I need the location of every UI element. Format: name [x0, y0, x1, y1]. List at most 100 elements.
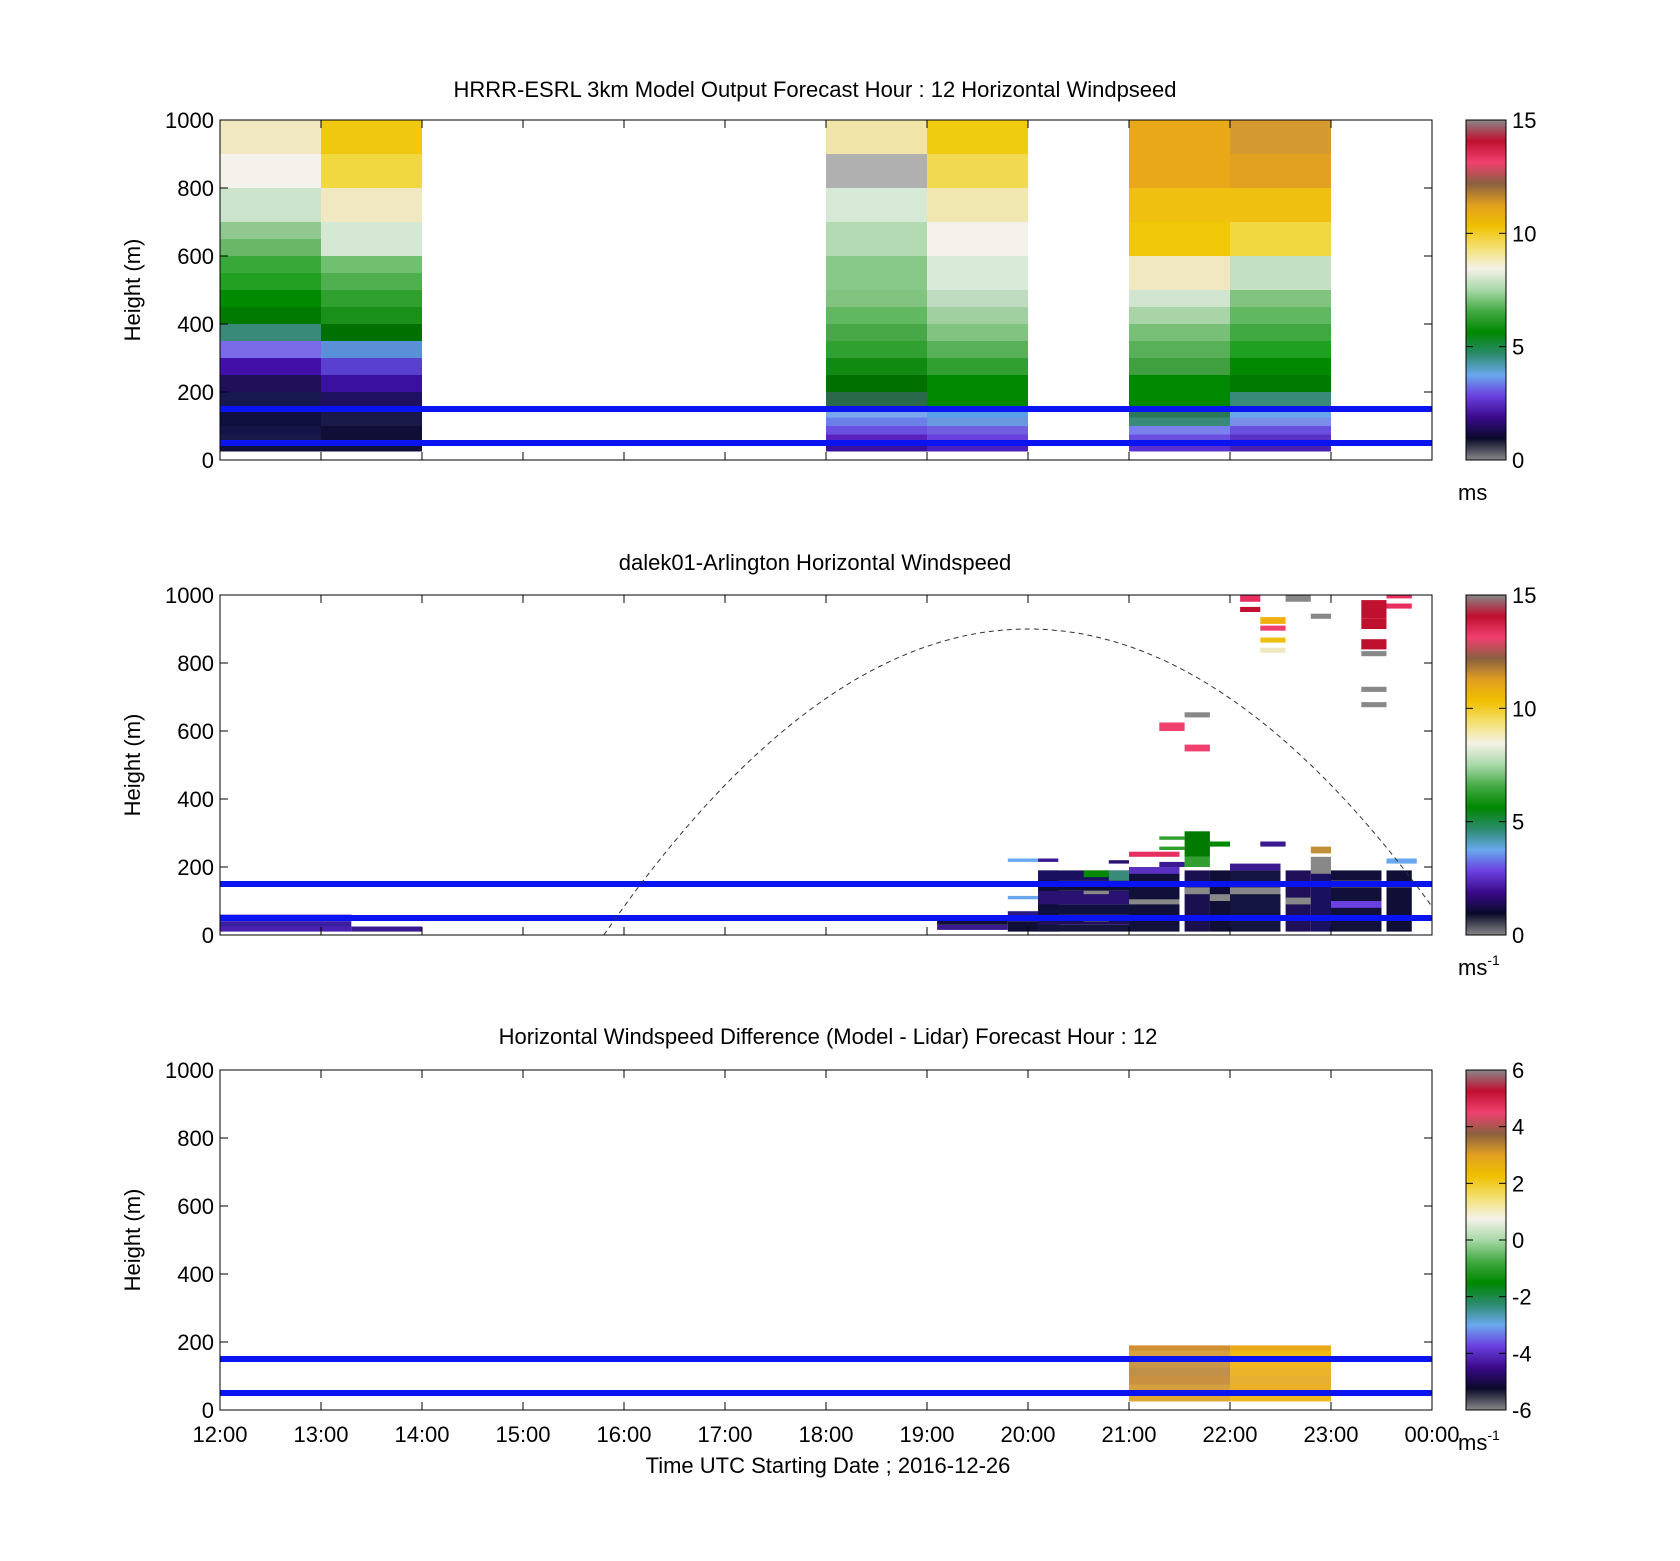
heatmap-cell	[1230, 392, 1331, 409]
heatmap-cell	[826, 188, 927, 222]
colorbar-unit-exponent: -1	[1487, 1427, 1500, 1443]
heatmap-cell	[1230, 222, 1331, 256]
heatmap-cell	[1129, 188, 1230, 222]
heatmap-cell	[1230, 870, 1281, 932]
heatmap-cell	[1260, 617, 1286, 624]
heatmap-cell	[1129, 899, 1180, 905]
reference-lines	[220, 406, 1432, 446]
y-tick-label: 1000	[165, 583, 214, 608]
heatmap-cell	[321, 273, 422, 290]
heatmap-cell	[1129, 417, 1230, 426]
dashed-curve-line	[603, 628, 1433, 936]
heatmap-cell	[321, 290, 422, 307]
reference-lines	[220, 1356, 1432, 1396]
x-tick-label: 21:00	[1101, 1422, 1156, 1447]
colorbar-tick-label: 10	[1512, 696, 1536, 721]
colorbar-tick-label: 15	[1512, 583, 1536, 608]
x-tick-label: 23:00	[1303, 1422, 1358, 1447]
x-tick-label: 17:00	[697, 1422, 752, 1447]
heatmap-cell	[826, 417, 927, 426]
heatmap-cell	[1184, 712, 1210, 718]
heatmap-cell	[1129, 1384, 1230, 1393]
heatmap-cell	[826, 256, 927, 290]
heatmap-cell	[927, 256, 1028, 290]
heatmap-cell	[1108, 860, 1129, 864]
heatmap-cell	[321, 358, 422, 375]
heatmap-cell	[927, 375, 1028, 409]
heatmap-cell	[1159, 722, 1185, 731]
heatmap-cell	[1184, 831, 1210, 857]
heatmap-cell	[826, 443, 927, 452]
heatmap-cell	[826, 222, 927, 256]
heatmap-cell	[1310, 846, 1331, 854]
y-tick-label: 600	[177, 719, 214, 744]
colorbar-tick-label: 2	[1512, 1171, 1524, 1196]
heatmap-cell	[826, 120, 927, 154]
heatmap-cell	[826, 341, 927, 358]
heatmap-cell	[1038, 870, 1129, 881]
heatmap-cell	[220, 375, 321, 392]
heatmap-cell	[220, 290, 321, 307]
x-tick-label: 14:00	[394, 1422, 449, 1447]
heatmap-cell	[1184, 887, 1210, 895]
y-axis-label: Height (m)	[120, 714, 145, 817]
heatmap-cell	[220, 222, 321, 239]
heatmap-cell	[1230, 1345, 1331, 1351]
heatmap-cell	[826, 154, 927, 188]
heatmap-cell	[1361, 651, 1387, 657]
heatmap-cell	[1083, 890, 1109, 895]
y-tick-label: 600	[177, 1194, 214, 1219]
colorbar: -6 -4 -2 0 2 4 6 ms-1	[1458, 1058, 1532, 1455]
heatmap-cell	[1129, 867, 1180, 874]
panel-model-output: HRRR-ESRL 3km Model Output Forecast Hour…	[120, 77, 1536, 505]
heatmap-cell	[1230, 375, 1331, 392]
colorbar-unit: ms-1	[1458, 952, 1500, 980]
heatmap-cell	[1230, 120, 1331, 154]
heatmap-cell	[1230, 1350, 1331, 1359]
heatmap-cell	[1285, 897, 1311, 905]
heatmap-cell	[1230, 863, 1281, 871]
y-tick-label: 800	[177, 651, 214, 676]
heatmap-cell	[1129, 290, 1230, 307]
heatmap-cell	[1129, 426, 1230, 435]
heatmap-cell	[321, 256, 422, 273]
heatmap-cell	[927, 409, 1028, 418]
heatmap-cell	[1310, 613, 1331, 619]
heatmap-cell	[1230, 188, 1331, 222]
colorbar-tick-label: 10	[1512, 221, 1536, 246]
heatmap-cell	[1386, 870, 1412, 932]
heatmap-cell	[1209, 841, 1230, 847]
x-tick-label: 12:00	[192, 1422, 247, 1447]
heatmap-cell	[1129, 375, 1230, 409]
heatmap-cell	[1260, 625, 1286, 631]
heatmap-cell	[1209, 894, 1230, 901]
heatmap-cell	[321, 222, 422, 256]
heatmap-cell	[351, 926, 422, 932]
heatmap-cell	[220, 324, 321, 341]
heatmap-cell	[321, 188, 422, 222]
y-ticks: 0 200 400 600 800 1000	[165, 583, 1432, 948]
heatmap-cell	[826, 290, 927, 307]
heatmap-cell	[937, 919, 1008, 925]
y-tick-label: 400	[177, 787, 214, 812]
heatmap-cell	[1230, 443, 1331, 452]
heatmap-cell	[1129, 307, 1230, 324]
heatmap-cell	[220, 443, 321, 452]
heatmap-cell	[1038, 924, 1129, 932]
heatmap-cell	[1230, 1367, 1331, 1376]
y-tick-label: 400	[177, 1262, 214, 1287]
heatmap-cell	[220, 273, 321, 290]
heatmap-cell	[220, 392, 321, 409]
heatmap-cell	[220, 154, 321, 188]
heatmap-cell	[1240, 606, 1261, 612]
heatmap-cell	[1285, 595, 1311, 602]
heatmap-cell	[1230, 154, 1331, 188]
x-axis-label: Time UTC Starting Date ; 2016-12-26	[646, 1453, 1011, 1478]
heatmap-cell	[1230, 1376, 1331, 1385]
heatmap-cell	[1230, 434, 1331, 443]
heatmap-cell	[321, 324, 422, 341]
heatmap-cell	[1007, 921, 1039, 932]
x-tick-label: 13:00	[293, 1422, 348, 1447]
heatmap-cell	[220, 307, 321, 324]
heatmap-cell	[937, 924, 1008, 930]
